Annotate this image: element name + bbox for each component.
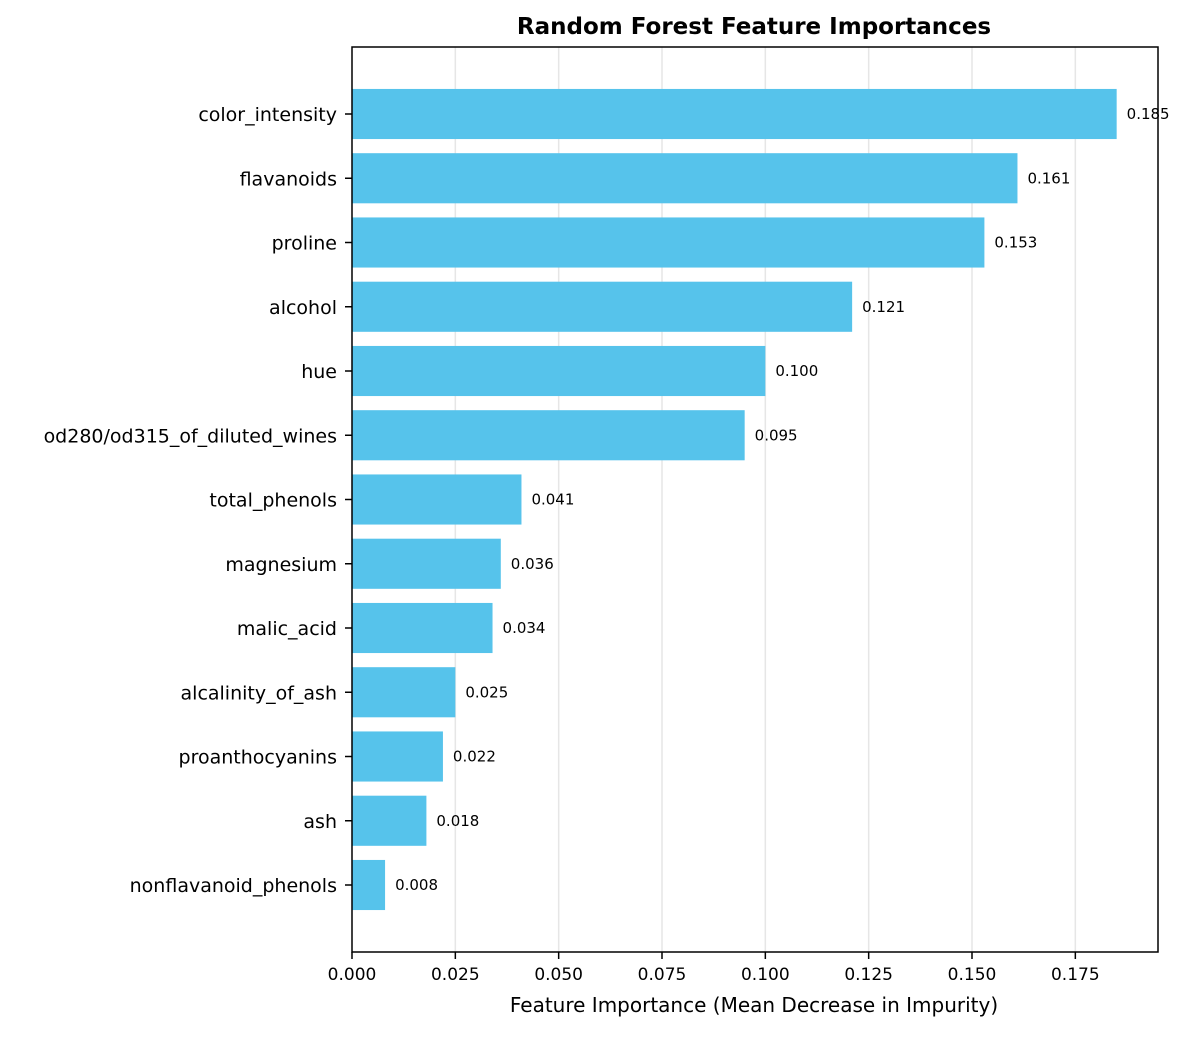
bar [352,217,985,268]
y-tick-label: magnesium [225,554,337,576]
bar-value-label: 0.121 [862,298,905,316]
bar [352,281,853,332]
x-axis-label: Feature Importance (Mean Decrease in Imp… [510,993,998,1017]
x-tick-label: 0.075 [638,965,687,985]
bar [352,410,745,461]
bar-value-label: 0.161 [1027,169,1070,187]
y-tick-label: hue [301,361,337,383]
bar [352,345,766,397]
y-tick-label: proanthocyanins [179,747,337,769]
chart-title: Random Forest Feature Importances [517,14,991,40]
bar [352,859,386,911]
bar [352,153,1018,204]
bar-value-label: 0.018 [436,812,479,830]
y-tick-label: malic_acid [237,618,337,640]
y-tick-label: alcohol [269,297,337,319]
bar [352,538,501,589]
x-tick-label: 0.150 [948,965,997,985]
x-tick-label: 0.050 [534,965,583,985]
bar-value-label: 0.008 [395,876,438,894]
y-tick-label: alcalinity_of_ash [181,682,337,704]
bar [352,795,427,846]
bar-value-label: 0.041 [531,491,574,509]
value-labels: 0.185 0.161 0.153 0.121 0.100 0.095 0.041 0.036… [395,105,1170,894]
y-tick-label: ash [303,811,337,833]
bar-value-label: 0.153 [994,234,1037,252]
bar-value-label: 0.036 [511,555,554,573]
bar [352,667,456,718]
y-tick-label: nonflavanoid_phenols [130,875,337,897]
bar-value-label: 0.095 [755,426,798,444]
bar-value-label: 0.025 [465,683,508,701]
bar [352,602,493,654]
y-tick-label: proline [272,233,337,255]
y-tick-label: total_phenols [209,490,337,512]
bar [352,474,522,525]
bars [352,88,1117,911]
bar-value-label: 0.034 [503,619,546,637]
y-axis-ticks: color_intensity flavanoids proline alcohol h… [44,104,352,897]
bar [352,731,443,782]
y-tick-label: od280/od315_of_diluted_wines [44,425,337,447]
x-tick-label: 0.025 [431,965,480,985]
bar-value-label: 0.185 [1127,105,1170,123]
y-tick-label: flavanoids [240,168,337,190]
x-tick-label: 0.000 [328,965,377,985]
x-tick-label: 0.125 [844,965,893,985]
y-tick-label: color_intensity [198,104,337,126]
x-axis-ticks: 0.000 0.025 0.050 0.075 0.100 0.125 0.150 0.175 [328,952,1100,985]
x-tick-label: 0.100 [741,965,790,985]
bar-value-label: 0.022 [453,748,496,766]
x-tick-label: 0.175 [1051,965,1100,985]
bar-value-label: 0.100 [775,362,818,380]
bar [352,88,1117,140]
